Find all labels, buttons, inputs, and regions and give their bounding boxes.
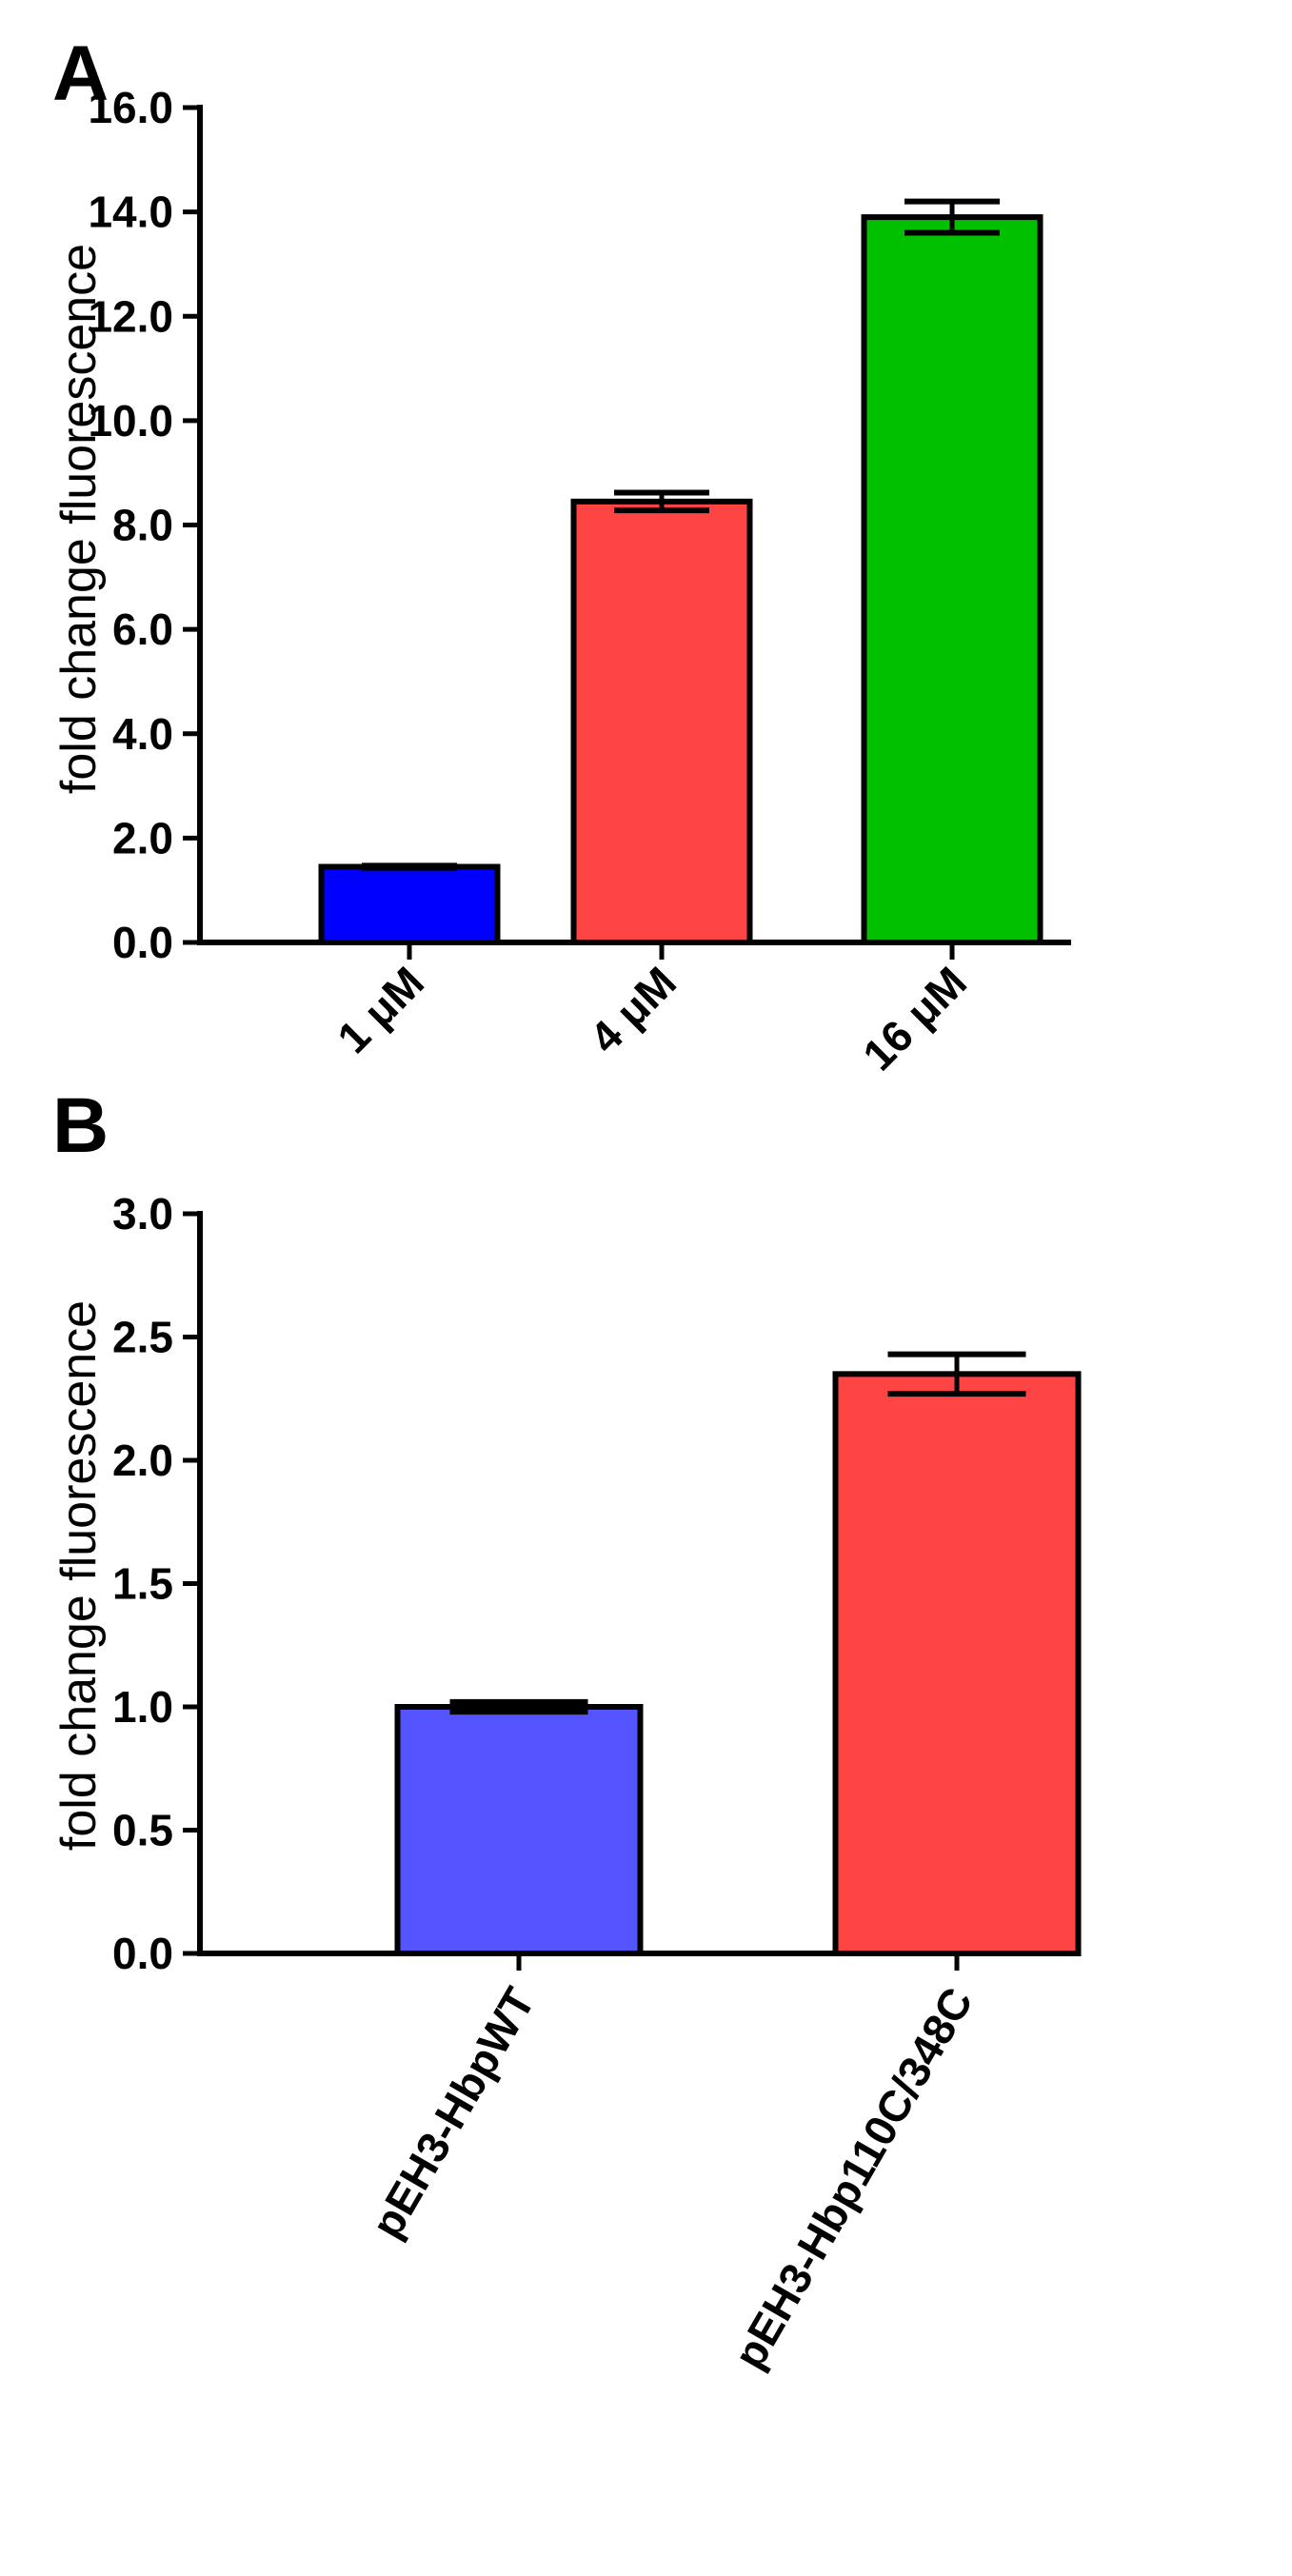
y-tick-label: 0.0 xyxy=(112,918,173,967)
y-tick-label: 6.0 xyxy=(112,604,173,654)
bar-2 xyxy=(570,498,753,945)
y-tick-label: 16.0 xyxy=(88,83,173,132)
panel-b-chart: B fold change fluorescence 0.0 0.5 1.0 1.5 2… xyxy=(51,1082,1082,2377)
y-tick-label: 1.5 xyxy=(112,1559,173,1609)
y-tick-label: 3.0 xyxy=(112,1189,173,1238)
panel-b-label: B xyxy=(52,1082,109,1169)
x-category-label: pEH3-HbpWT xyxy=(362,1979,545,2246)
bar-1 xyxy=(318,863,501,945)
bar-1 xyxy=(394,1704,644,1956)
panel-b-y-axis-title: fold change fluorescence xyxy=(51,1300,107,1851)
y-tick-label: 2.5 xyxy=(112,1313,173,1362)
y-tick-label: 1.0 xyxy=(112,1682,173,1732)
y-tick-label: 8.0 xyxy=(112,501,173,550)
y-tick-label: 4.0 xyxy=(112,709,173,759)
panel-a-y-axis-title: fold change fluorescence xyxy=(51,244,107,794)
x-category-label: 4 μM xyxy=(580,957,686,1062)
y-tick-label: 2.0 xyxy=(112,1436,173,1485)
x-category-label: pEH3-Hbp110C/348C xyxy=(724,1979,982,2377)
y-tick-label: 2.0 xyxy=(112,813,173,862)
bar-3 xyxy=(861,214,1044,945)
x-category-label: 16 μM xyxy=(853,957,976,1080)
y-tick-label: 0.5 xyxy=(112,1806,173,1855)
bar-2 xyxy=(832,1371,1082,1956)
panel-a-chart: A fold change fluorescence 0.0 2.0 4.0 6.0 8… xyxy=(51,30,1071,1080)
y-tick-label: 0.0 xyxy=(112,1929,173,1978)
y-tick-label: 12.0 xyxy=(88,291,173,341)
y-tick-label: 10.0 xyxy=(88,396,173,446)
y-tick-label: 14.0 xyxy=(88,188,173,237)
panel-a-label: A xyxy=(52,30,109,117)
x-category-label: 1 μM xyxy=(328,957,433,1062)
